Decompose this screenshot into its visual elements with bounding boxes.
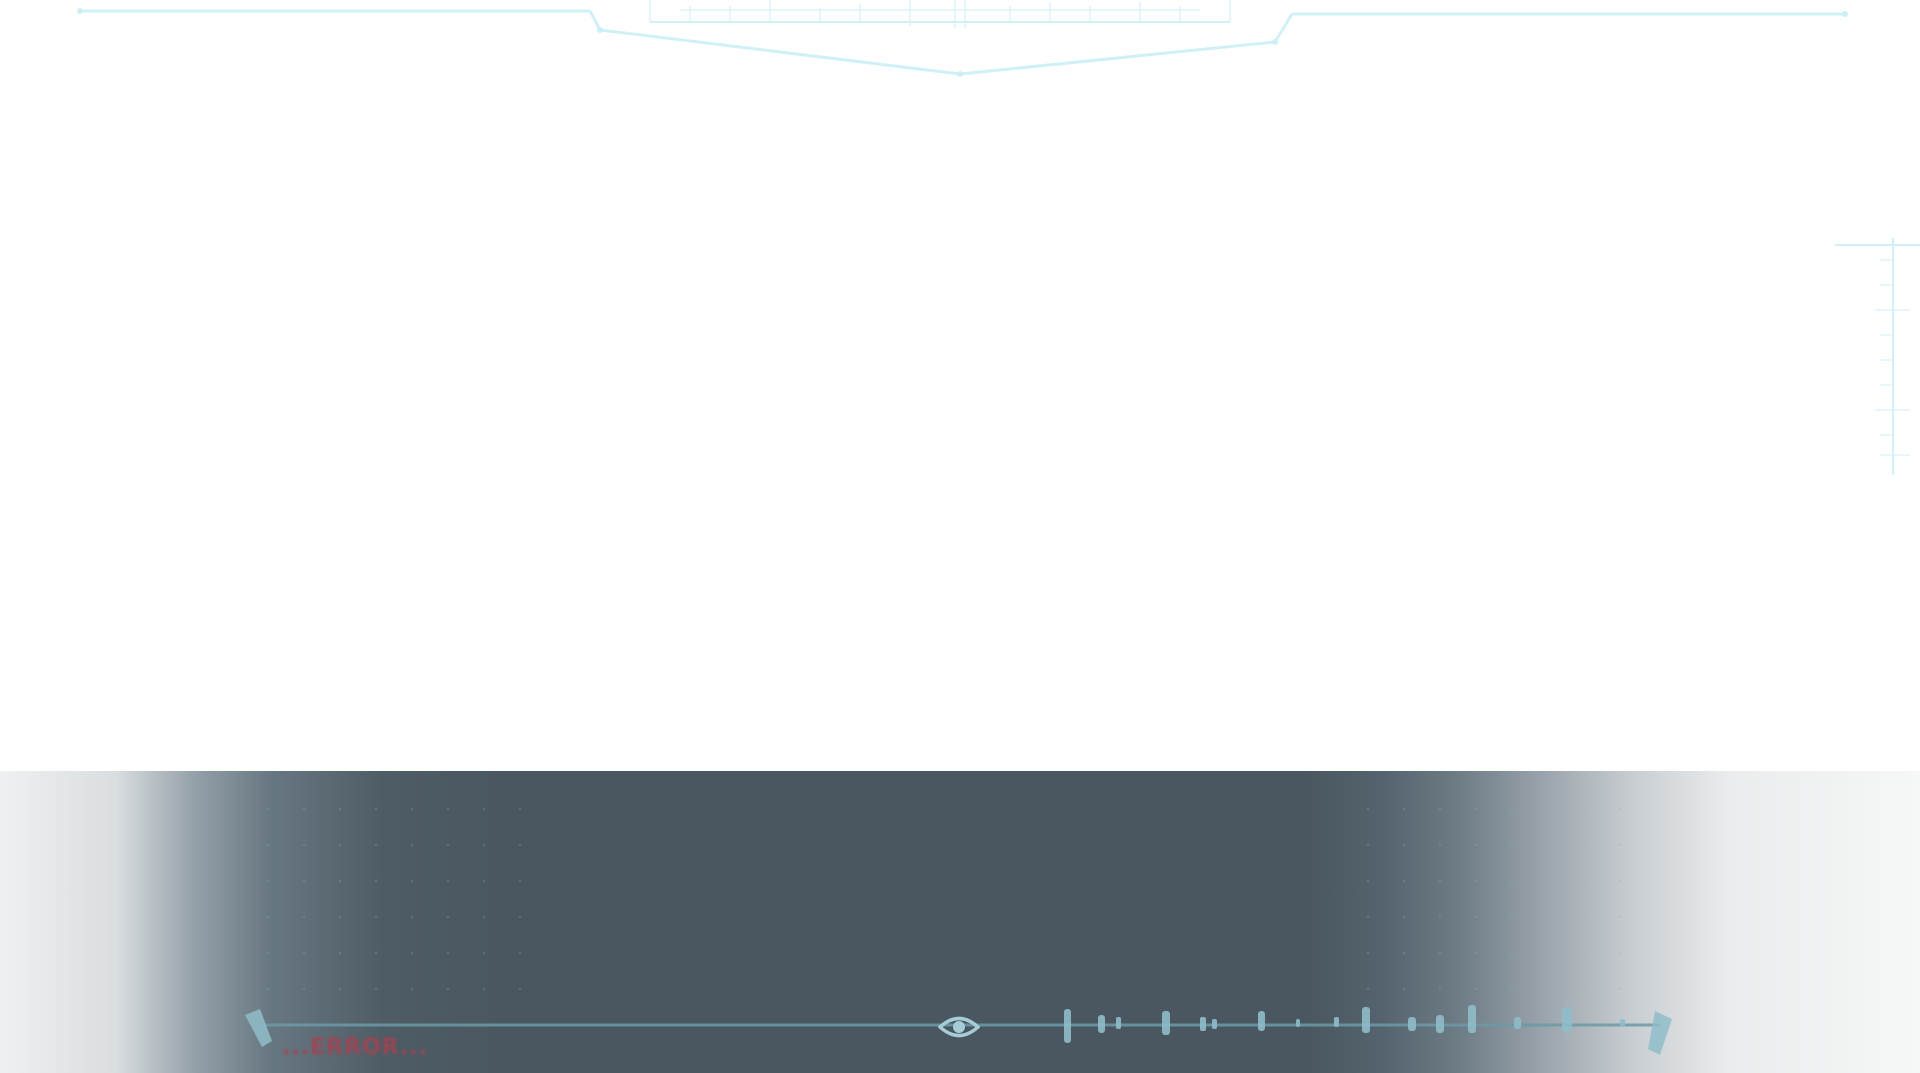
scrubber-ticks <box>1064 1005 1625 1043</box>
right-vertical-gauge <box>1835 238 1920 475</box>
top-hud-frame <box>77 0 1848 77</box>
scrubber-right-cap <box>1648 1011 1672 1055</box>
eye-icon[interactable] <box>938 1012 980 1042</box>
status-text: ...ERROR... <box>282 1035 429 1060</box>
scrubber-left-cap <box>245 1009 272 1047</box>
dot-grid-left <box>250 791 550 1021</box>
dot-grid-right <box>1350 791 1650 1021</box>
